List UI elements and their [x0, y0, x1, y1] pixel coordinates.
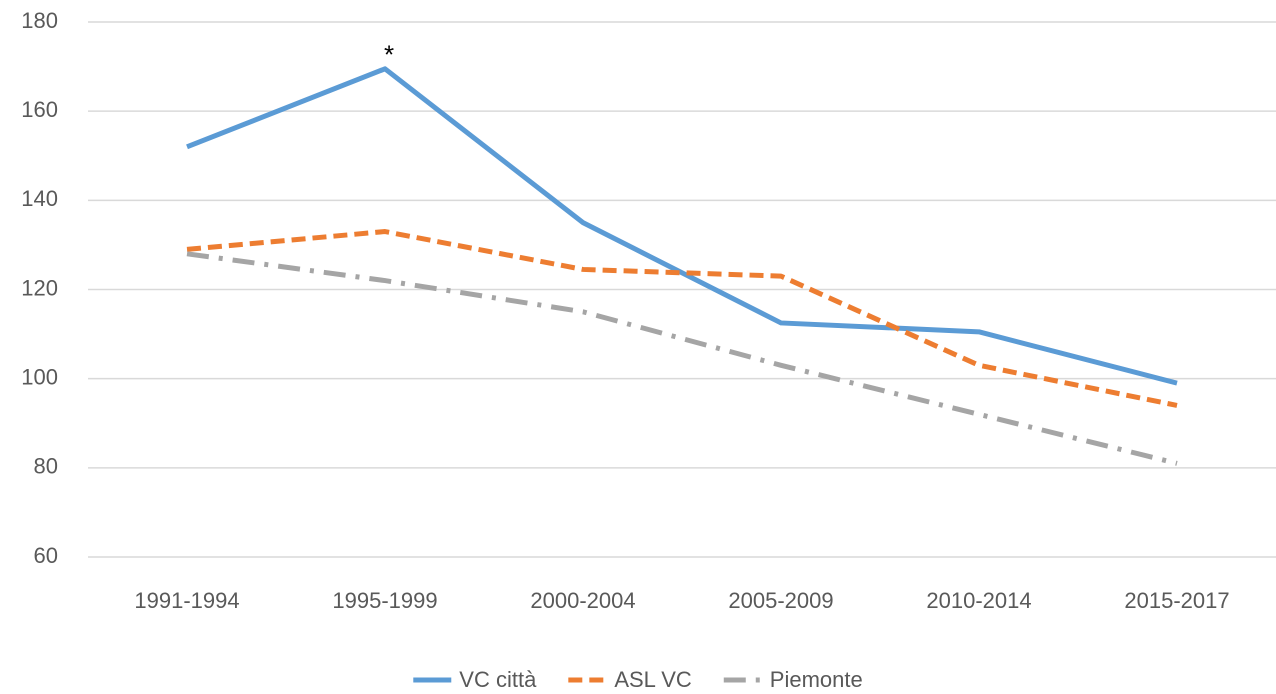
legend-item: Piemonte — [723, 667, 863, 692]
y-tick-label: 140 — [21, 186, 58, 211]
x-tick-label: 1991-1994 — [134, 588, 239, 613]
x-tick-label: 2015-2017 — [1124, 588, 1229, 613]
y-tick-label: 180 — [21, 8, 58, 33]
legend-label: Piemonte — [770, 667, 863, 692]
legend-label: ASL VC — [614, 667, 692, 692]
y-tick-label: 80 — [34, 454, 58, 479]
series-line — [186, 251, 1178, 466]
x-tick-label: 2010-2014 — [926, 588, 1031, 613]
x-tick-label: 2005-2009 — [728, 588, 833, 613]
series-line — [186, 66, 1178, 386]
legend-item: ASL VC — [568, 667, 692, 692]
x-tick-label: 1995-1999 — [332, 588, 437, 613]
y-tick-label: 100 — [21, 364, 58, 389]
x-tick-label: 2000-2004 — [530, 588, 635, 613]
annotation: * — [384, 40, 394, 70]
y-tick-label: 60 — [34, 543, 58, 568]
y-tick-label: 160 — [21, 97, 58, 122]
legend-label: VC città — [459, 667, 537, 692]
series-line — [186, 229, 1178, 408]
legend-item: VC città — [413, 667, 537, 692]
y-tick-label: 120 — [21, 275, 58, 300]
